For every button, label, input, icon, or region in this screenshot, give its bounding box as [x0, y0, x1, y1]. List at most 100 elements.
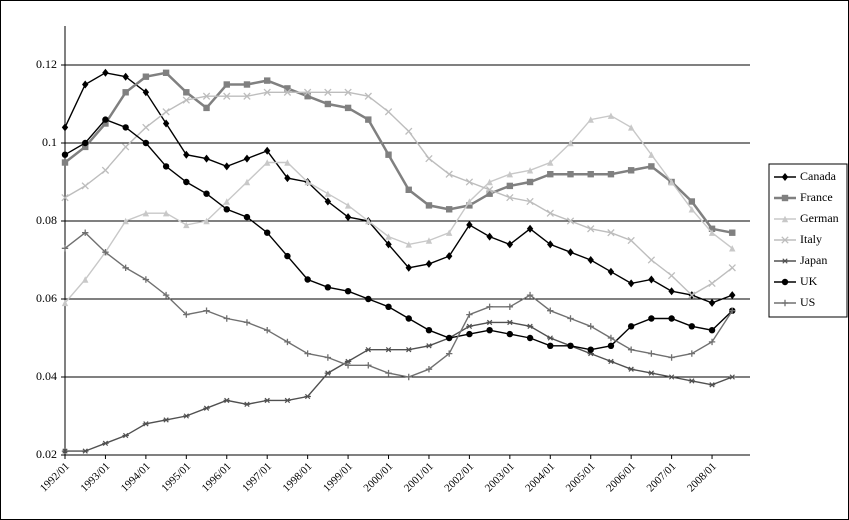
marker [688, 198, 696, 205]
marker [344, 213, 352, 222]
marker [264, 229, 271, 236]
marker [304, 178, 311, 186]
marker [567, 139, 574, 147]
marker [567, 342, 574, 349]
marker [425, 366, 433, 373]
marker [567, 171, 574, 178]
marker [445, 350, 453, 357]
marker [506, 240, 514, 249]
marker [781, 236, 789, 244]
marker [466, 198, 473, 205]
marker [263, 88, 271, 96]
marker [61, 151, 69, 158]
marker [183, 221, 190, 229]
marker [668, 374, 675, 380]
marker [61, 245, 69, 252]
marker [547, 342, 554, 349]
marker [304, 93, 311, 100]
marker [324, 100, 332, 108]
marker [405, 127, 413, 135]
marker [365, 116, 372, 123]
series-line [65, 321, 733, 452]
marker [425, 343, 433, 349]
legend-label: UK [800, 274, 818, 288]
marker [243, 92, 251, 100]
marker [243, 154, 251, 163]
marker [405, 241, 412, 248]
marker [607, 112, 615, 119]
marker [729, 229, 736, 236]
marker [344, 358, 352, 365]
marker [547, 171, 554, 178]
y-tick-label: 0.1 [42, 135, 57, 149]
marker [405, 315, 412, 322]
marker [283, 88, 292, 96]
y-tick-label: 0.02 [36, 447, 57, 461]
marker [203, 405, 210, 411]
marker [781, 278, 789, 286]
marker [304, 350, 311, 357]
marker [486, 319, 493, 326]
marker [365, 362, 372, 369]
marker [264, 146, 271, 155]
marker [486, 232, 493, 241]
marker [162, 417, 170, 423]
marker [385, 240, 392, 249]
marker [729, 374, 736, 380]
marker [365, 295, 372, 303]
marker [385, 347, 392, 353]
marker [627, 236, 635, 245]
marker [61, 123, 69, 132]
marker [142, 73, 150, 80]
marker [445, 334, 453, 342]
marker [243, 319, 251, 326]
marker [668, 354, 675, 361]
marker [264, 159, 271, 166]
marker [485, 186, 494, 194]
marker [324, 284, 332, 291]
marker [183, 89, 190, 96]
marker [61, 159, 69, 166]
marker [303, 88, 312, 96]
marker [668, 287, 675, 296]
marker [81, 182, 89, 190]
marker [203, 190, 210, 197]
marker [385, 151, 392, 158]
marker [405, 373, 412, 381]
marker [162, 210, 170, 217]
marker [183, 311, 190, 318]
marker [102, 120, 109, 127]
marker [668, 315, 675, 322]
marker [162, 163, 170, 170]
marker [587, 171, 594, 178]
marker [567, 315, 574, 322]
marker [587, 116, 594, 123]
marker [547, 335, 554, 341]
marker [364, 92, 372, 100]
marker [526, 224, 534, 233]
marker [708, 327, 716, 334]
marker [547, 240, 554, 249]
marker [304, 393, 311, 400]
marker [223, 198, 230, 205]
series-line [64, 71, 733, 234]
marker [445, 229, 453, 236]
marker [122, 432, 129, 439]
marker [486, 327, 493, 334]
series-line [64, 114, 733, 304]
marker [466, 323, 473, 329]
marker [101, 166, 110, 174]
marker [688, 378, 696, 384]
marker [506, 182, 514, 190]
marker [708, 382, 716, 388]
marker [284, 174, 291, 183]
marker [344, 88, 352, 96]
marker [142, 123, 150, 132]
marker [344, 104, 352, 112]
marker [781, 194, 789, 202]
y-tick-label: 0.04 [36, 369, 57, 383]
marker [688, 323, 696, 330]
legend-label: Canada [800, 169, 837, 183]
marker [647, 256, 656, 264]
marker [445, 170, 453, 178]
